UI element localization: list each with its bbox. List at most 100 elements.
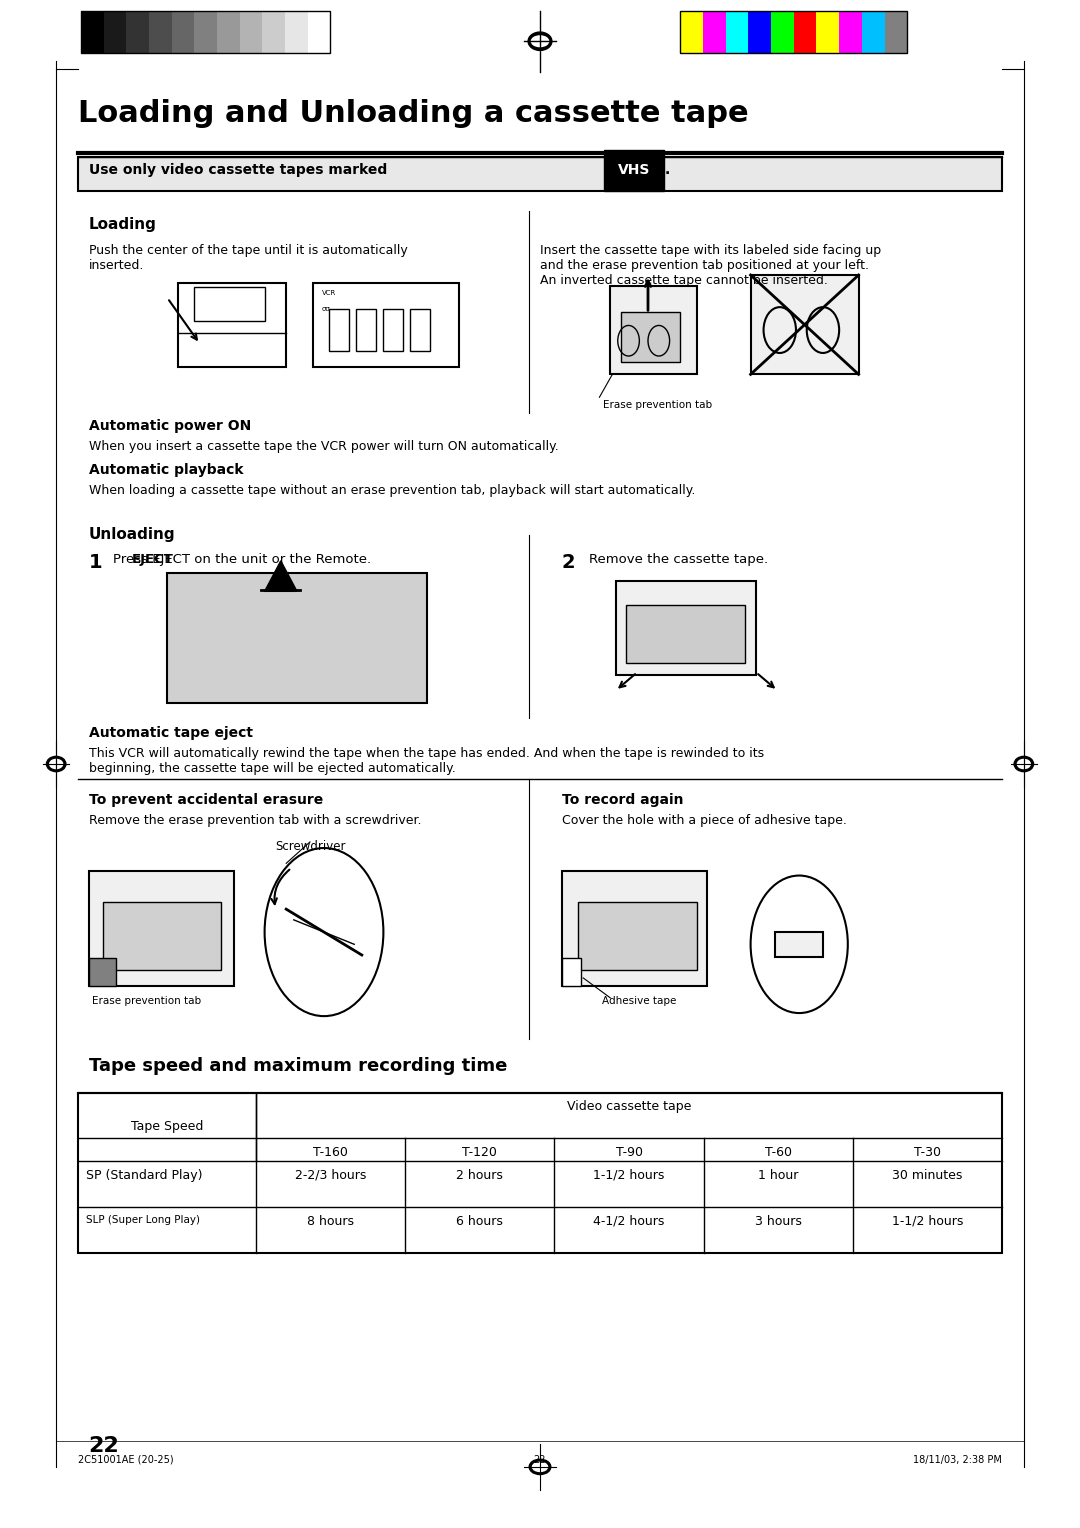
Text: Cover the hole with a piece of adhesive tape.: Cover the hole with a piece of adhesive … xyxy=(562,814,847,828)
Bar xyxy=(562,958,581,986)
Polygon shape xyxy=(265,561,297,591)
Text: 4-1/2 hours: 4-1/2 hours xyxy=(593,1215,665,1229)
Bar xyxy=(81,11,330,53)
Text: Use only video cassette tapes marked: Use only video cassette tapes marked xyxy=(89,163,392,177)
Bar xyxy=(775,932,823,957)
Text: Erase prevention tab: Erase prevention tab xyxy=(603,400,712,411)
Bar xyxy=(383,309,403,351)
Bar xyxy=(78,157,1002,191)
Bar xyxy=(149,11,172,53)
Text: 18/11/03, 2:38 PM: 18/11/03, 2:38 PM xyxy=(914,1455,1002,1465)
Bar xyxy=(885,11,907,53)
Ellipse shape xyxy=(531,37,549,47)
Bar xyxy=(103,902,221,970)
Bar xyxy=(771,11,794,53)
Bar xyxy=(794,11,816,53)
Text: SLP (Super Long Play): SLP (Super Long Play) xyxy=(86,1215,201,1225)
Ellipse shape xyxy=(50,759,63,769)
Bar xyxy=(104,11,126,53)
Text: This VCR will automatically rewind the tape when the tape has ended. And when th: This VCR will automatically rewind the t… xyxy=(89,747,764,775)
Text: To prevent accidental erasure: To prevent accidental erasure xyxy=(89,793,323,807)
Bar xyxy=(578,902,697,970)
Bar xyxy=(78,1093,1002,1253)
Bar xyxy=(217,11,240,53)
Ellipse shape xyxy=(528,32,552,50)
Text: Automatic playback: Automatic playback xyxy=(89,463,243,477)
Ellipse shape xyxy=(1017,759,1030,769)
Text: Press EJECT on the unit or the Remote.: Press EJECT on the unit or the Remote. xyxy=(113,553,372,567)
Text: 2C51001AE (20-25): 2C51001AE (20-25) xyxy=(78,1455,174,1465)
Ellipse shape xyxy=(529,1459,551,1475)
Text: T-90: T-90 xyxy=(616,1146,643,1160)
Text: VCR: VCR xyxy=(322,290,336,296)
Bar xyxy=(862,11,885,53)
Bar xyxy=(680,11,907,53)
Text: σσ: σσ xyxy=(322,306,330,312)
Text: 3 hours: 3 hours xyxy=(755,1215,801,1229)
Text: VHS: VHS xyxy=(618,163,650,177)
Bar xyxy=(126,11,149,53)
Bar xyxy=(703,11,726,53)
Bar xyxy=(626,605,745,663)
Bar xyxy=(329,309,349,351)
Bar xyxy=(285,11,308,53)
Text: 22: 22 xyxy=(89,1436,119,1456)
Text: Remove the erase prevention tab with a screwdriver.: Remove the erase prevention tab with a s… xyxy=(89,814,421,828)
Text: 1-1/2 hours: 1-1/2 hours xyxy=(593,1169,665,1183)
Text: T-160: T-160 xyxy=(313,1146,348,1160)
Text: Video cassette tape: Video cassette tape xyxy=(567,1100,691,1114)
Text: T-120: T-120 xyxy=(462,1146,497,1160)
Bar xyxy=(621,312,680,362)
Bar xyxy=(89,958,116,986)
Bar xyxy=(240,11,262,53)
Text: Unloading: Unloading xyxy=(89,527,175,542)
Bar xyxy=(616,581,756,675)
Text: Loading and Unloading a cassette tape: Loading and Unloading a cassette tape xyxy=(78,99,748,128)
Bar xyxy=(748,11,771,53)
Bar xyxy=(308,11,330,53)
Ellipse shape xyxy=(46,756,66,772)
Bar xyxy=(81,11,104,53)
Text: T-30: T-30 xyxy=(914,1146,941,1160)
Text: 2-2/3 hours: 2-2/3 hours xyxy=(295,1169,366,1183)
Ellipse shape xyxy=(1014,756,1034,772)
Bar xyxy=(313,283,459,367)
Ellipse shape xyxy=(532,1462,548,1471)
Bar xyxy=(194,287,265,321)
Bar xyxy=(751,275,859,374)
Text: EJECT: EJECT xyxy=(132,553,174,567)
Text: Insert the cassette tape with its labeled side facing up
and the erase preventio: Insert the cassette tape with its labele… xyxy=(540,244,881,287)
Bar xyxy=(178,283,286,367)
Bar xyxy=(410,309,430,351)
Text: Automatic tape eject: Automatic tape eject xyxy=(89,726,253,740)
Bar xyxy=(262,11,285,53)
Bar xyxy=(839,11,862,53)
Text: To record again: To record again xyxy=(562,793,684,807)
Text: Tape Speed: Tape Speed xyxy=(131,1120,203,1134)
Text: Screwdriver: Screwdriver xyxy=(275,840,346,854)
Bar xyxy=(194,11,217,53)
Bar xyxy=(610,286,697,374)
Text: VHS: VHS xyxy=(618,163,650,177)
Bar xyxy=(167,573,427,703)
Text: SP (Standard Play): SP (Standard Play) xyxy=(86,1169,203,1183)
Text: Loading: Loading xyxy=(89,217,157,232)
Text: Automatic power ON: Automatic power ON xyxy=(89,419,251,432)
Text: 22: 22 xyxy=(534,1455,546,1465)
Bar xyxy=(680,11,703,53)
Bar xyxy=(816,11,839,53)
Text: .: . xyxy=(664,163,670,177)
Text: When loading a cassette tape without an erase prevention tab, playback will star: When loading a cassette tape without an … xyxy=(89,484,694,498)
Bar xyxy=(89,871,234,986)
Text: 6 hours: 6 hours xyxy=(457,1215,503,1229)
Text: 8 hours: 8 hours xyxy=(307,1215,354,1229)
Text: 1 hour: 1 hour xyxy=(758,1169,798,1183)
Text: When you insert a cassette tape the VCR power will turn ON automatically.: When you insert a cassette tape the VCR … xyxy=(89,440,558,454)
Text: 1-1/2 hours: 1-1/2 hours xyxy=(892,1215,963,1229)
Text: Erase prevention tab: Erase prevention tab xyxy=(92,996,201,1007)
Bar xyxy=(172,11,194,53)
Text: Remove the cassette tape.: Remove the cassette tape. xyxy=(589,553,768,567)
Text: 2: 2 xyxy=(562,553,576,571)
Text: Adhesive tape: Adhesive tape xyxy=(602,996,676,1007)
Text: Tape speed and maximum recording time: Tape speed and maximum recording time xyxy=(89,1057,507,1076)
